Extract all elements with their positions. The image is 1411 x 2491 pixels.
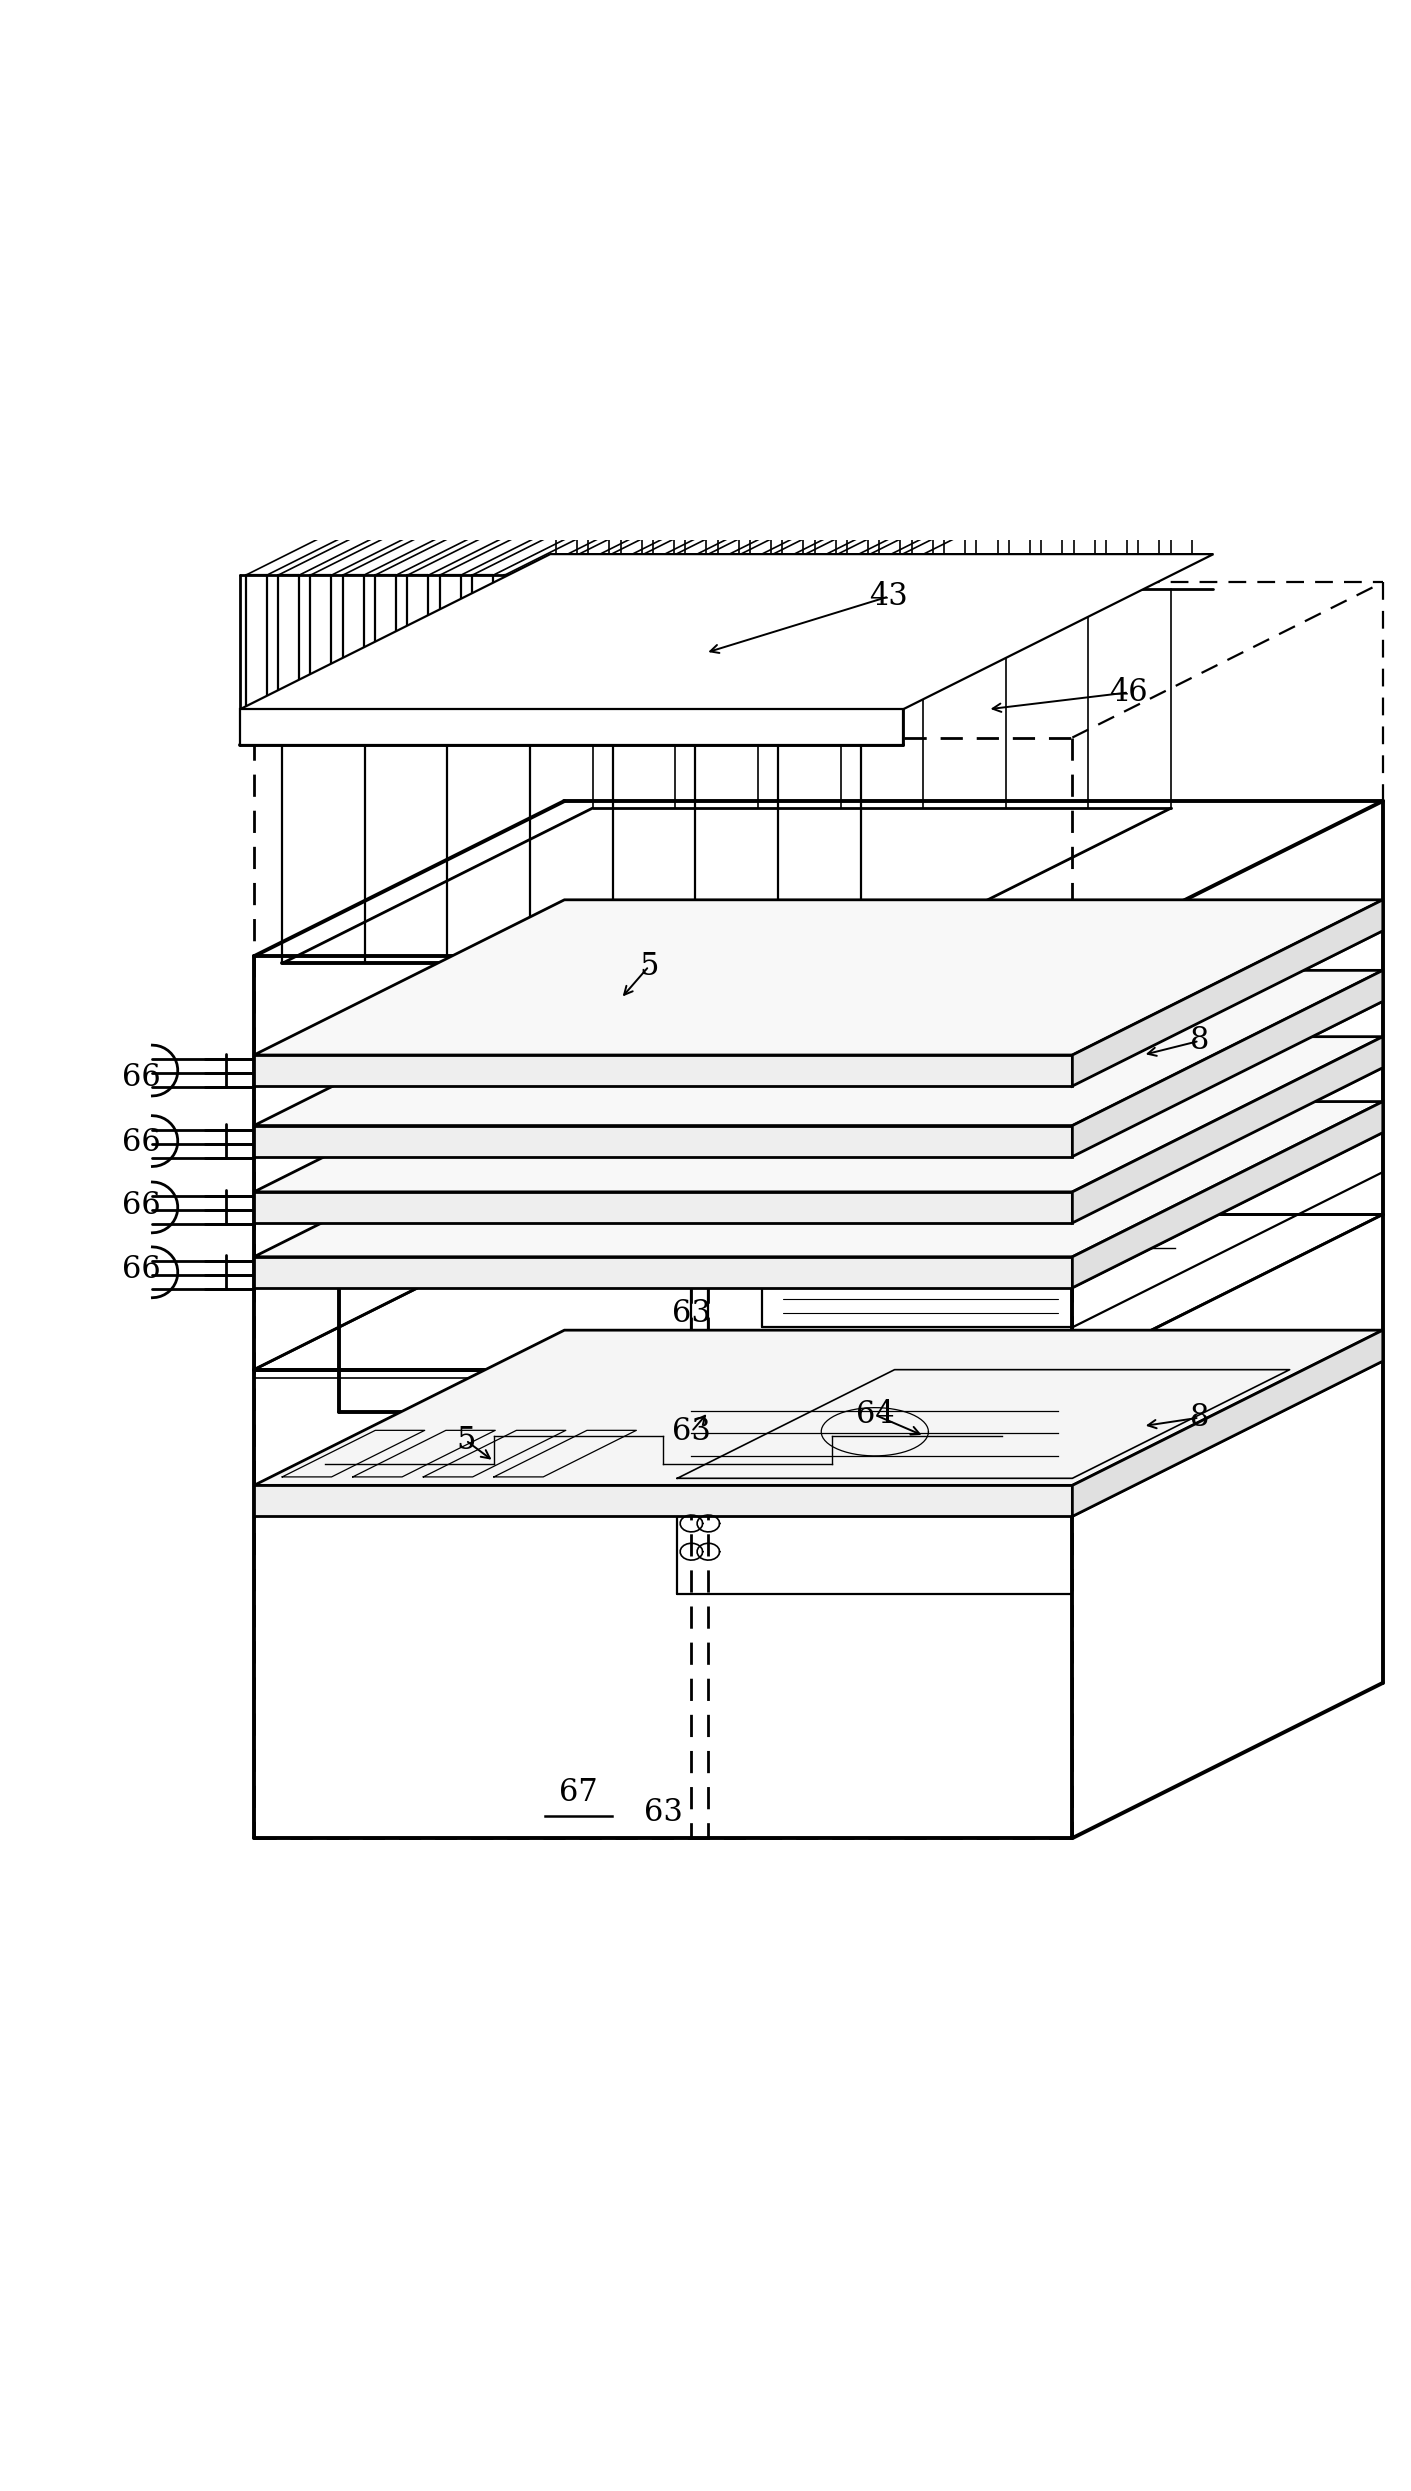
Text: 8: 8 (1189, 1026, 1209, 1056)
Polygon shape (254, 1485, 1072, 1517)
Text: 5: 5 (639, 952, 659, 981)
Polygon shape (1072, 899, 1383, 1086)
Polygon shape (240, 553, 1213, 710)
Text: 8: 8 (1189, 1402, 1209, 1432)
Text: 46: 46 (1109, 678, 1149, 707)
Polygon shape (254, 1126, 1072, 1156)
Polygon shape (254, 899, 1383, 1056)
Polygon shape (254, 1258, 1072, 1288)
Polygon shape (1072, 1330, 1383, 1517)
Text: 63: 63 (672, 1417, 711, 1447)
Polygon shape (254, 1191, 1072, 1223)
Text: 67: 67 (559, 1779, 598, 1808)
Text: 64: 64 (855, 1400, 895, 1430)
Polygon shape (1072, 971, 1383, 1156)
Polygon shape (254, 1056, 1072, 1086)
Polygon shape (254, 971, 1383, 1126)
Polygon shape (1072, 1036, 1383, 1223)
Polygon shape (254, 1101, 1383, 1258)
Text: 63: 63 (672, 1298, 711, 1328)
Text: 5: 5 (456, 1425, 476, 1455)
Text: 66: 66 (121, 1061, 161, 1094)
Text: 43: 43 (869, 580, 909, 613)
Text: 66: 66 (121, 1191, 161, 1221)
Text: 66: 66 (121, 1253, 161, 1285)
Text: 66: 66 (121, 1126, 161, 1158)
Polygon shape (254, 1036, 1383, 1191)
Text: 63: 63 (643, 1796, 683, 1828)
Polygon shape (254, 1330, 1383, 1485)
Polygon shape (240, 710, 903, 745)
Polygon shape (1072, 1101, 1383, 1288)
